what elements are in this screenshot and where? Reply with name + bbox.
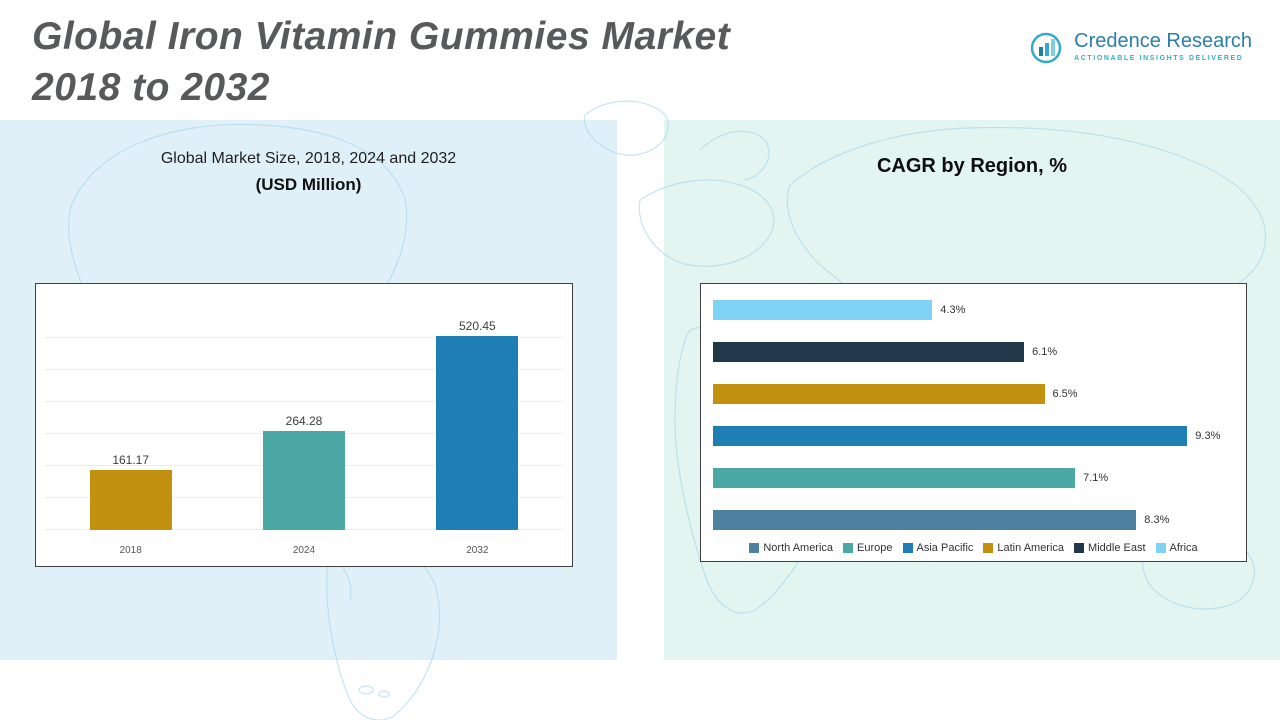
cagr-row-africa: 4.3% bbox=[713, 300, 1234, 320]
page-title-line1: Global Iron Vitamin Gummies Market bbox=[32, 15, 731, 58]
bar-group-2032: 520.45 bbox=[391, 306, 564, 530]
legend-label: North America bbox=[763, 542, 834, 554]
cagr-legend: North America Europe Asia Pacific Latin Ame… bbox=[701, 542, 1246, 554]
bar-value-label: 9.3% bbox=[1195, 430, 1221, 442]
bar-group-2018: 161.17 bbox=[44, 306, 217, 530]
legend-label: Middle East bbox=[1088, 542, 1146, 554]
legend-item-middle-east: Middle East bbox=[1074, 542, 1146, 554]
legend-swatch bbox=[843, 543, 854, 553]
bar-value-label: 6.5% bbox=[1052, 388, 1078, 400]
bar-2032 bbox=[436, 335, 519, 530]
page-title-line2: 2018 to 2032 bbox=[32, 65, 271, 109]
brand-logo: Credence Research Actionable Insights De… bbox=[1029, 30, 1252, 71]
legend-item-asia-pacific: Asia Pacific bbox=[902, 542, 974, 554]
legend-label: Europe bbox=[857, 542, 893, 554]
bar-north-america bbox=[713, 510, 1137, 530]
bar-value-label: 7.1% bbox=[1083, 472, 1109, 484]
bar-chart-logo-icon bbox=[1029, 30, 1065, 71]
market-size-chart-subtitle: (USD Million) bbox=[255, 175, 362, 194]
bar-europe bbox=[713, 468, 1076, 488]
x-axis-label-2024: 2024 bbox=[292, 545, 316, 556]
cagr-plot: 4.3% 6.1% 6.5% 9.3% 7.1% 8.3% bbox=[713, 300, 1234, 530]
legend-label: Asia Pacific bbox=[916, 542, 974, 554]
x-axis-label-2032: 2032 bbox=[466, 545, 489, 556]
brand-name: Credence Research bbox=[1074, 30, 1252, 52]
bar-2018 bbox=[89, 469, 172, 530]
legend-item-latin-america: Latin America bbox=[983, 542, 1064, 554]
x-axis-label-2018: 2018 bbox=[119, 545, 142, 556]
legend-item-north-america: North America bbox=[749, 542, 833, 554]
legend-swatch bbox=[749, 543, 760, 553]
brand-tagline: Actionable Insights Delivered bbox=[1074, 55, 1244, 62]
legend-swatch bbox=[983, 543, 994, 553]
bar-value-label: 4.3% bbox=[940, 304, 966, 316]
legend-swatch bbox=[1155, 543, 1166, 553]
bar-middle-east bbox=[713, 342, 1025, 362]
legend-swatch bbox=[902, 543, 913, 553]
bar-value-label: 520.45 bbox=[458, 318, 496, 333]
legend-item-europe: Europe bbox=[843, 542, 893, 554]
market-size-chart: 161.17 264.28 520.45 2018 2024 2032 bbox=[35, 283, 573, 567]
cagr-chart: 4.3% 6.1% 6.5% 9.3% 7.1% 8.3% North America Eu… bbox=[700, 283, 1247, 562]
market-size-categories: 2018 2024 2032 bbox=[44, 545, 564, 556]
market-size-chart-header: Global Market Size, 2018, 2024 and 2032 … bbox=[0, 150, 617, 195]
legend-label: Africa bbox=[1169, 542, 1198, 554]
legend-item-africa: Africa bbox=[1155, 542, 1198, 554]
bar-2024 bbox=[262, 431, 345, 530]
cagr-row-north-america: 8.3% bbox=[713, 510, 1234, 530]
cagr-row-europe: 7.1% bbox=[713, 468, 1234, 488]
cagr-row-asia-pacific: 9.3% bbox=[713, 426, 1234, 446]
market-size-chart-title: Global Market Size, 2018, 2024 and 2032 bbox=[160, 150, 457, 167]
bar-latin-america bbox=[713, 384, 1045, 404]
market-size-plot: 161.17 264.28 520.45 bbox=[44, 306, 564, 530]
cagr-chart-title: CAGR by Region, % bbox=[876, 155, 1067, 177]
bar-value-label: 6.1% bbox=[1032, 346, 1058, 358]
bar-asia-pacific bbox=[713, 426, 1188, 446]
cagr-row-latin-america: 6.5% bbox=[713, 384, 1234, 404]
legend-swatch bbox=[1074, 543, 1085, 553]
page-title: Global Iron Vitamin Gummies Market 2018 t… bbox=[32, 12, 730, 113]
cagr-row-middle-east: 6.1% bbox=[713, 342, 1234, 362]
bar-group-2024: 264.28 bbox=[217, 306, 390, 530]
bar-africa bbox=[713, 300, 933, 320]
legend-label: Latin America bbox=[997, 542, 1065, 554]
bar-value-label: 161.17 bbox=[112, 452, 150, 467]
bar-value-label: 264.28 bbox=[285, 414, 323, 429]
bar-value-label: 8.3% bbox=[1144, 514, 1170, 526]
